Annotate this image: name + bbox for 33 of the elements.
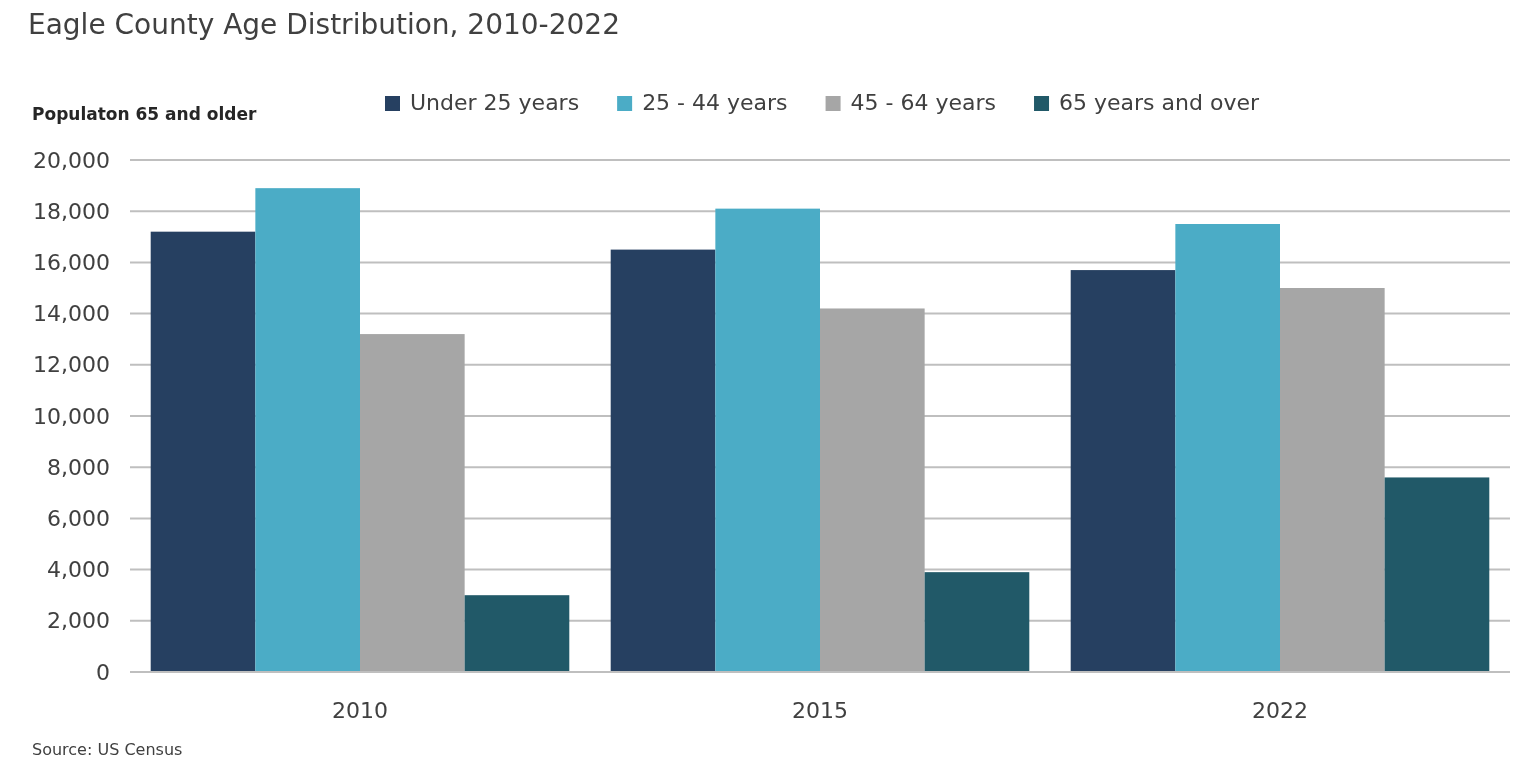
y-tick-label: 0 — [96, 659, 110, 685]
bar — [1070, 270, 1176, 672]
y-tick-label: 10,000 — [33, 403, 110, 429]
y-axis-title: Populaton 65 and older — [32, 104, 257, 124]
legend-label: Under 25 years — [410, 90, 580, 115]
y-tick-label: 16,000 — [33, 249, 110, 275]
bar — [1384, 477, 1490, 672]
chart-title: Eagle County Age Distribution, 2010-2022 — [28, 8, 620, 41]
bar — [1175, 224, 1280, 672]
bar — [255, 188, 360, 672]
x-tick-label: 2015 — [792, 697, 848, 723]
bar — [360, 334, 465, 672]
bar — [715, 208, 820, 672]
y-tick-label: 2,000 — [47, 608, 110, 634]
bar — [1280, 288, 1385, 672]
bar — [820, 308, 925, 672]
bar — [924, 572, 1030, 672]
legend-label: 65 years and over — [1059, 90, 1260, 115]
y-tick-label: 12,000 — [33, 352, 110, 378]
bar — [610, 249, 716, 672]
x-tick-label: 2010 — [332, 697, 388, 723]
source-note: Source: US Census — [32, 740, 183, 759]
y-tick-label: 8,000 — [47, 454, 110, 480]
y-tick-label: 20,000 — [33, 147, 110, 173]
legend-label: 25 - 44 years — [642, 90, 788, 115]
x-tick-label: 2022 — [1252, 697, 1308, 723]
y-tick-label: 18,000 — [33, 198, 110, 224]
y-tick-label: 6,000 — [47, 505, 110, 531]
y-tick-label: 4,000 — [47, 557, 110, 583]
bar — [150, 231, 256, 672]
legend-label: 45 - 64 years — [850, 90, 997, 115]
y-tick-label: 14,000 — [33, 301, 110, 327]
bar — [464, 595, 570, 672]
